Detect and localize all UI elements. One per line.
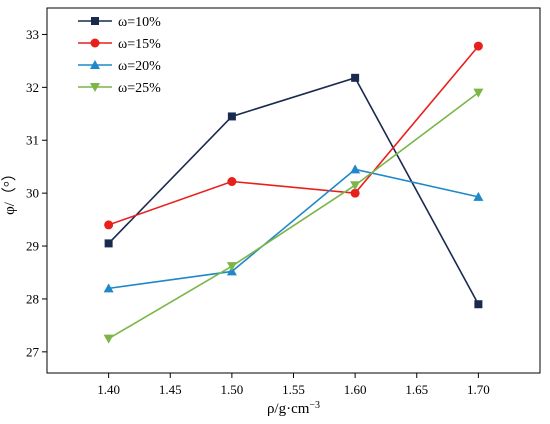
series-2 xyxy=(104,41,483,230)
y-axis-title: φ/（°） xyxy=(1,166,18,215)
data-point xyxy=(104,239,113,248)
legend-marker xyxy=(91,17,99,25)
data-point xyxy=(227,177,237,187)
y-tick-label: 30 xyxy=(26,186,39,201)
series-3 xyxy=(103,164,484,293)
legend-item: ω=20% xyxy=(78,59,161,74)
legend: ω=10% ω=15% ω=20% ω=25% xyxy=(78,15,161,96)
x-tick-label: 1.55 xyxy=(282,382,305,397)
data-point xyxy=(474,300,483,309)
x-tick-label: 1.70 xyxy=(467,382,490,397)
data-point xyxy=(473,41,483,51)
x-tick-label: 1.60 xyxy=(344,382,367,397)
x-tick-label: 1.50 xyxy=(221,382,244,397)
y-tick-label: 28 xyxy=(26,291,39,306)
legend-marker xyxy=(90,83,100,92)
series-line xyxy=(108,168,479,290)
x-axis: 1.40 1.45 1.50 1.55 1.60 1.65 1.70 xyxy=(97,373,490,397)
legend-label: ω=15% xyxy=(118,37,161,52)
legend-marker xyxy=(90,60,100,69)
data-point xyxy=(473,191,484,201)
data-point xyxy=(350,188,360,198)
data-point xyxy=(103,334,114,344)
series-line xyxy=(108,91,479,340)
data-point xyxy=(350,181,361,191)
legend-item: ω=25% xyxy=(78,81,161,96)
series-line xyxy=(108,76,480,305)
series-4 xyxy=(103,88,484,344)
y-tick-label: 31 xyxy=(26,133,39,148)
series-layer xyxy=(103,41,484,344)
data-point xyxy=(350,164,361,174)
data-point xyxy=(103,283,114,293)
legend-marker xyxy=(90,38,100,48)
y-tick-label: 32 xyxy=(26,80,39,95)
x-tick-label: 1.65 xyxy=(405,382,428,397)
data-point xyxy=(351,73,360,82)
x-axis-title: ρ/g·cm−3 xyxy=(267,400,320,418)
data-point xyxy=(104,220,114,230)
legend-label: ω=25% xyxy=(118,81,161,96)
y-axis: 27 28 29 30 31 32 33 xyxy=(26,27,47,359)
y-tick-label: 27 xyxy=(26,344,40,359)
x-tick-label: 1.45 xyxy=(159,382,182,397)
y-tick-label: 33 xyxy=(26,27,39,42)
data-point xyxy=(226,262,237,272)
series-line xyxy=(108,45,479,226)
series-1 xyxy=(104,73,483,309)
legend-label: ω=10% xyxy=(118,15,161,30)
y-tick-label: 29 xyxy=(26,239,39,254)
legend-item: ω=15% xyxy=(78,37,161,52)
x-tick-label: 1.40 xyxy=(97,382,120,397)
data-point xyxy=(473,88,484,98)
legend-label: ω=20% xyxy=(118,59,161,74)
legend-item: ω=10% xyxy=(78,15,161,30)
data-point xyxy=(227,112,236,121)
